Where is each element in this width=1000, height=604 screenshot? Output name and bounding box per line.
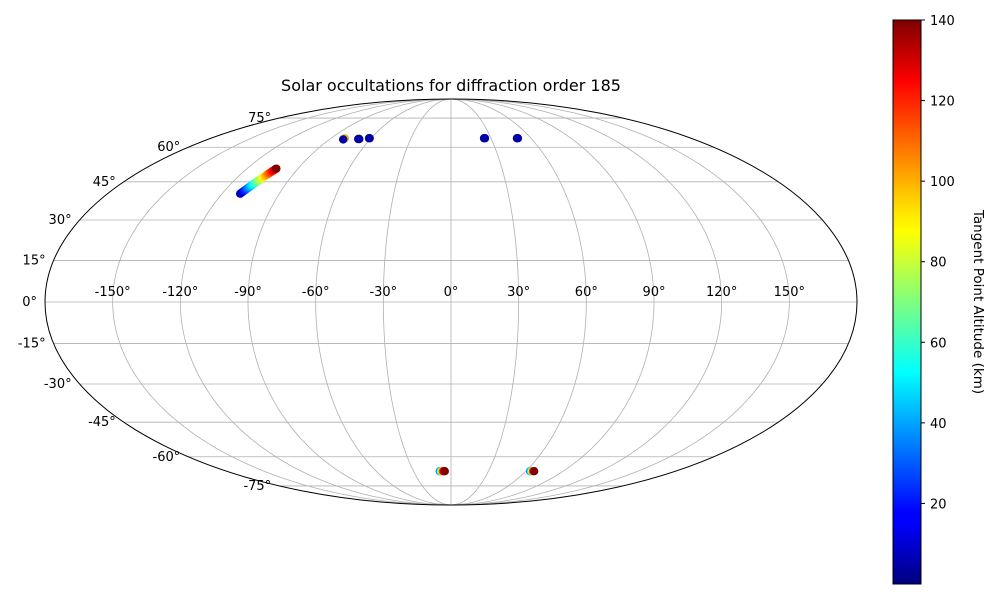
lat-tick-label: 45° <box>93 175 116 190</box>
lat-tick-labels: -75° -60° -45° -30° -15° 0° 15° 30° 45° 60° 75° <box>18 111 271 494</box>
grid-lines <box>45 99 857 505</box>
data-point <box>513 134 523 143</box>
lat-tick-label: -45° <box>88 415 116 430</box>
data-point <box>480 134 490 143</box>
lon-tick-label: 0° <box>444 285 459 300</box>
data-point <box>365 134 374 143</box>
lon-tick-label: -60° <box>302 285 330 300</box>
colorbar-label: Tangent Point Altitude (km) <box>970 209 986 394</box>
colorbar-tick-label: 100 <box>930 175 955 190</box>
colorbar-ticks: 20 40 60 80 100 120 140 <box>921 14 955 512</box>
data-point <box>272 164 281 173</box>
lat-tick-label: 75° <box>248 111 271 126</box>
lat-tick-label: 30° <box>49 213 72 228</box>
colorbar-tick-label: 80 <box>930 256 947 271</box>
lat-tick-label: -60° <box>153 450 181 465</box>
chart-title: Solar occultations for diffraction order… <box>281 76 621 95</box>
lon-tick-label: 90° <box>642 285 665 300</box>
colorbar-tick-label: 40 <box>930 417 947 432</box>
data-points <box>235 134 539 476</box>
data-point <box>355 134 364 144</box>
lon-tick-labels: -150° -120° -90° -60° -30° 0° 30° 60° 90° 120° 150… <box>95 285 805 300</box>
lon-tick-label: 120° <box>706 285 737 300</box>
data-point <box>529 467 539 476</box>
lat-tick-label: 60° <box>157 140 180 155</box>
lon-tick-label: 150° <box>774 285 805 300</box>
map-boundary <box>44 98 858 506</box>
data-point <box>440 467 449 476</box>
lat-tick-label: 0° <box>22 295 37 310</box>
lon-tick-label: -30° <box>369 285 397 300</box>
colorbar-gradient <box>892 19 922 585</box>
lon-tick-label: -90° <box>234 285 262 300</box>
colorbar-tick-label: 20 <box>930 497 947 512</box>
lon-tick-label: -150° <box>95 285 131 300</box>
lat-tick-label: 15° <box>23 253 46 268</box>
data-point <box>338 135 348 144</box>
lat-tick-label: -75° <box>243 479 271 494</box>
colorbar-tick-label: 60 <box>930 336 947 351</box>
lat-tick-label: -30° <box>44 377 72 392</box>
lat-tick-label: -15° <box>18 337 46 352</box>
lon-tick-label: -120° <box>162 285 198 300</box>
lon-tick-label: 60° <box>575 285 598 300</box>
lon-tick-label: 30° <box>507 285 530 300</box>
colorbar-tick-label: 120 <box>930 95 955 110</box>
colorbar-tick-label: 140 <box>930 14 955 29</box>
colorbar: 20 40 60 80 100 120 140 Tangent Point Altitude… <box>892 14 986 585</box>
